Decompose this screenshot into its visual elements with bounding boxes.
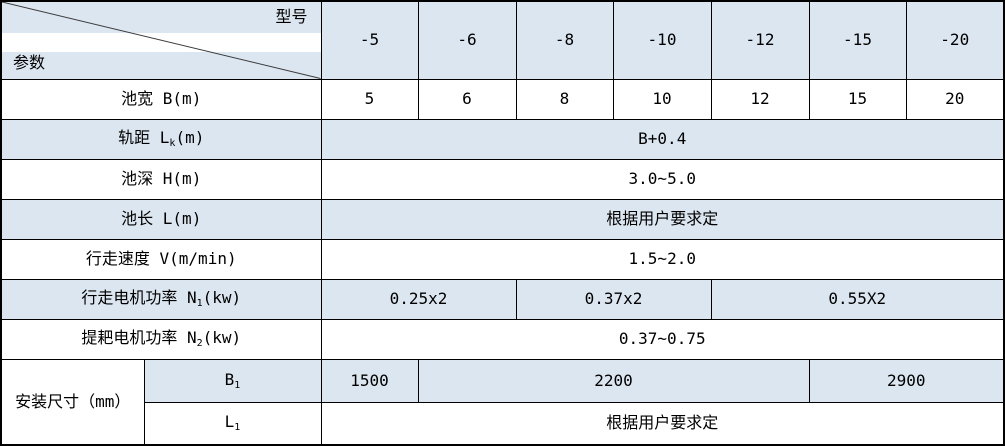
- value-cell-travel-motor-power: 0.25x2: [320, 278, 517, 320]
- value-cell-travel-motor-power: 0.37x2: [515, 278, 712, 320]
- value-cell-b1: 1500: [320, 358, 419, 403]
- row-label-pool-depth: 池深 H(m): [0, 158, 322, 200]
- label-text: L: [224, 412, 235, 432]
- label-subscript: 1: [234, 422, 241, 434]
- value-cell-travel-motor-power: 0.55X2: [710, 278, 1005, 320]
- model-header-cell: -5: [320, 0, 419, 80]
- model-header-cell: -6: [417, 0, 517, 80]
- value-cell-b1: 2900: [808, 358, 1005, 403]
- model-header-cell: -12: [710, 0, 810, 80]
- row-label-track-gauge: 轨距 Lk(m): [0, 118, 322, 160]
- value-cell-b1: 2200: [417, 358, 810, 403]
- label-subscript: k: [169, 138, 176, 149]
- corner-label-param: 参数: [13, 52, 46, 72]
- label-subscript: 1: [234, 379, 241, 391]
- value-cell-pool-width: 12: [710, 78, 810, 120]
- value-cell-pool-width: 15: [808, 78, 907, 120]
- model-header-cell: -15: [808, 0, 907, 80]
- model-header-cell: -8: [515, 0, 614, 80]
- value-cell-track-gauge: B+0.4: [320, 118, 1005, 160]
- label-text: 提耙电机功率 N: [81, 328, 197, 347]
- value-cell-pool-depth: 3.0~5.0: [320, 158, 1005, 200]
- label-subscript: 2: [196, 338, 203, 349]
- value-cell-pool-length: 根据用户要求定: [320, 198, 1005, 240]
- value-cell-pool-width: 6: [417, 78, 517, 120]
- label-text: B: [224, 369, 235, 389]
- corner-header-cell: 型号 参数: [0, 0, 322, 80]
- label-text: 轨距 L: [118, 128, 170, 147]
- value-cell-pool-width: 8: [515, 78, 614, 120]
- row-label-travel-motor-power: 行走电机功率 N1(kw): [0, 278, 322, 320]
- diagonal-divider-line: [2, 2, 321, 79]
- model-header-cell: -10: [612, 0, 712, 80]
- row-label-rake-motor-power: 提耙电机功率 N2(kw): [0, 318, 322, 360]
- install-size-label: 安装尺寸（mm）: [0, 358, 145, 446]
- row-label-pool-length: 池长 L(m): [0, 198, 322, 240]
- value-cell-l1: 根据用户要求定: [320, 401, 1005, 446]
- value-cell-pool-width: 20: [905, 78, 1005, 120]
- row-label-l1: L1: [143, 401, 322, 446]
- label-text: (m): [175, 128, 205, 147]
- value-cell-rake-motor-power: 0.37~0.75: [320, 318, 1005, 360]
- corner-label-model: 型号: [275, 7, 308, 26]
- value-cell-pool-width: 5: [320, 78, 419, 120]
- label-subscript: 1: [196, 298, 203, 309]
- model-header-cell: -20: [905, 0, 1005, 80]
- row-label-travel-speed: 行走速度 V(m/min): [0, 238, 322, 280]
- label-text: (kw): [202, 288, 242, 307]
- row-label-b1: B1: [143, 358, 322, 403]
- value-cell-travel-speed: 1.5~2.0: [320, 238, 1005, 280]
- label-text: (kw): [202, 328, 242, 347]
- value-cell-pool-width: 10: [612, 78, 712, 120]
- label-text: 行走电机功率 N: [81, 288, 197, 307]
- row-label-pool-width: 池宽 B(m): [0, 78, 322, 120]
